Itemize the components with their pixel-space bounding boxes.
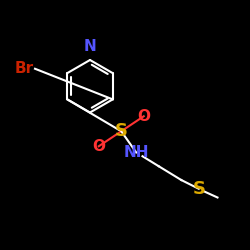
Text: S: S (115, 122, 128, 140)
Text: NH: NH (124, 145, 149, 160)
Text: Br: Br (14, 61, 33, 76)
Text: O: O (92, 139, 105, 154)
Text: S: S (192, 180, 205, 198)
Text: N: N (84, 39, 96, 54)
Text: O: O (137, 109, 150, 124)
